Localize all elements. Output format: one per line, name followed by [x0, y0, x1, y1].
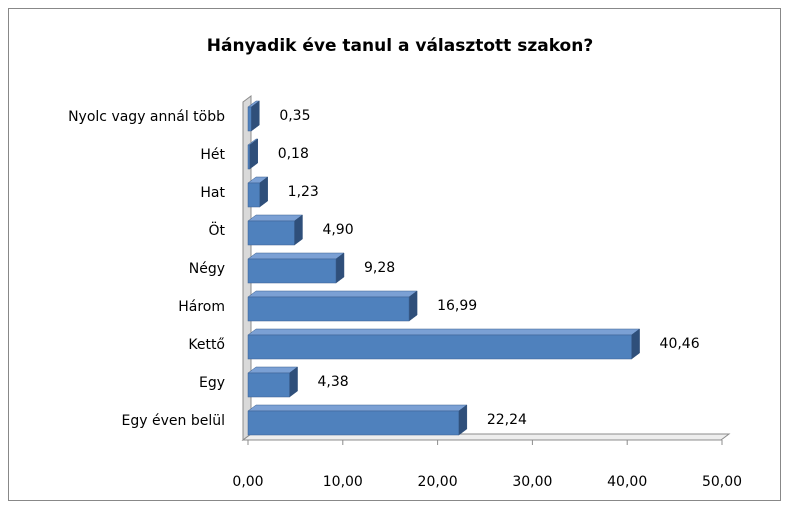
bar — [247, 296, 410, 322]
x-tick-label: 10,00 — [323, 474, 363, 490]
x-tick-label: 30,00 — [512, 474, 552, 490]
value-label: 22,24 — [487, 412, 527, 428]
x-tick-label: 0,00 — [232, 474, 263, 490]
bar-top — [247, 290, 418, 298]
bar — [247, 258, 337, 284]
bar — [247, 106, 252, 132]
bar-top — [247, 366, 299, 374]
value-label: 4,38 — [318, 374, 349, 390]
value-label: 4,90 — [322, 222, 353, 238]
y-tick-label: Egy — [199, 375, 225, 391]
value-label: 1,23 — [288, 184, 319, 200]
x-tick-label: 50,00 — [702, 474, 742, 490]
value-label: 0,18 — [278, 146, 309, 162]
x-tick-label: 40,00 — [607, 474, 647, 490]
value-label: 40,46 — [660, 336, 700, 352]
y-tick-label: Négy — [189, 261, 225, 277]
bar-top — [247, 404, 468, 412]
value-label: 0,35 — [279, 108, 310, 124]
bar-top — [247, 214, 304, 222]
x-tick-label: 20,00 — [418, 474, 458, 490]
bar — [247, 182, 260, 208]
value-label: 16,99 — [437, 298, 477, 314]
bar-top — [247, 252, 345, 260]
bar — [247, 372, 290, 398]
bar — [247, 220, 295, 246]
y-tick-label: Hat — [200, 185, 225, 201]
y-tick-label: Három — [178, 299, 225, 315]
bar — [247, 410, 460, 436]
y-tick-label: Kettő — [188, 337, 225, 353]
y-tick-label: Öt — [208, 221, 225, 239]
bar — [247, 334, 632, 360]
y-tick-label: Egy éven belül — [122, 413, 225, 429]
axis-floor — [241, 433, 731, 441]
chart-title: Hányadik éve tanul a választott szakon? — [207, 36, 593, 56]
bar-top — [247, 328, 641, 336]
bar — [247, 144, 250, 170]
y-tick-label: Hét — [200, 147, 225, 163]
value-label: 9,28 — [364, 260, 395, 276]
y-tick-label: Nyolc vagy annál több — [68, 109, 225, 125]
